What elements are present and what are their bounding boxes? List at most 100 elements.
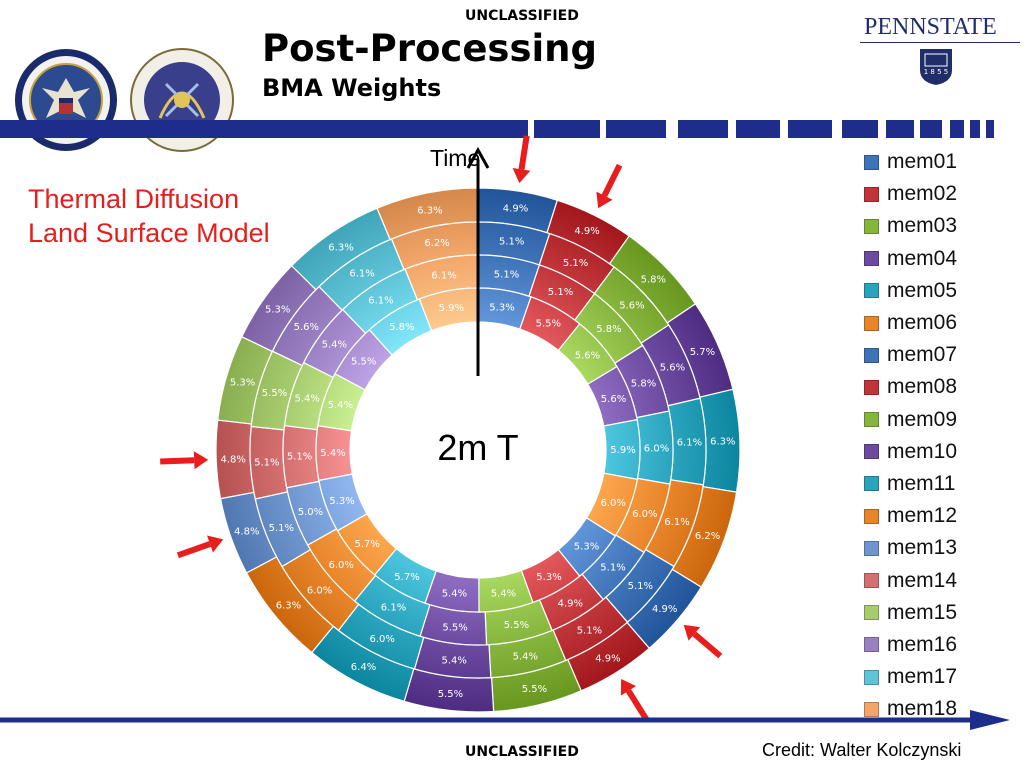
legend-label-mem15: mem15 — [887, 601, 957, 625]
ring1-label-mem06: 6.2% — [695, 531, 720, 542]
ring3-label-mem08: 4.9% — [558, 598, 583, 609]
legend-swatch-mem16 — [864, 637, 879, 652]
ring3-label-mem10: 5.5% — [442, 623, 467, 634]
ring1-label-mem04: 5.7% — [690, 347, 715, 358]
legend-item-mem06: mem06 — [864, 307, 957, 339]
highlight-arrow-mem13 — [178, 544, 210, 555]
ring3-label-mem16: 5.4% — [322, 340, 347, 351]
ring4-label-mem18: 5.9% — [439, 303, 464, 314]
ring1-label-mem18: 6.3% — [417, 205, 442, 216]
ring4-label-mem06: 6.0% — [600, 498, 625, 509]
ring1-label-mem17: 6.3% — [328, 242, 353, 253]
ring2-label-mem18: 6.2% — [424, 238, 449, 249]
ring3-label-mem06: 6.0% — [632, 509, 657, 520]
ring1-label-mem11: 6.4% — [351, 662, 376, 673]
ring1-label-mem15: 5.3% — [230, 378, 255, 389]
ring4-label-mem10: 5.4% — [442, 589, 467, 600]
legend-item-mem07: mem07 — [864, 339, 957, 371]
legend-label-mem09: mem09 — [887, 408, 957, 432]
legend-item-mem02: mem02 — [864, 178, 957, 210]
ring3-label-mem12: 6.0% — [328, 560, 353, 571]
ring4-label-mem02: 5.5% — [536, 319, 561, 330]
highlight-arrowhead-mem14 — [194, 451, 208, 469]
time-axis-label: Time — [430, 145, 480, 171]
ring2-label-mem01: 5.1% — [499, 237, 524, 248]
legend-swatch-mem15 — [864, 605, 879, 620]
legend-swatch-mem03 — [864, 219, 879, 234]
legend-item-mem14: mem14 — [864, 564, 957, 596]
ring1-label-mem16: 5.3% — [265, 304, 290, 315]
ring1-label-mem09: 5.5% — [522, 684, 547, 695]
legend-label-mem07: mem07 — [887, 343, 957, 367]
ring4-label-mem16: 5.5% — [351, 356, 376, 367]
ring1-label-mem02: 4.9% — [574, 226, 599, 237]
ring2-label-mem04: 5.6% — [660, 362, 685, 373]
legend-label-mem14: mem14 — [887, 569, 957, 593]
ring2-label-mem05: 6.1% — [677, 438, 702, 449]
legend-label-mem11: mem11 — [887, 472, 955, 496]
legend-label-mem02: mem02 — [887, 182, 957, 206]
legend-swatch-mem12 — [864, 509, 879, 524]
ring3-label-mem03: 5.8% — [596, 324, 621, 335]
ring2-label-mem03: 5.6% — [619, 301, 644, 312]
legend-item-mem11: mem11 — [864, 468, 957, 500]
highlight-arrow-mem07 — [694, 634, 720, 656]
ring3-label-mem07: 5.1% — [600, 562, 625, 573]
legend-item-mem05: mem05 — [864, 275, 957, 307]
ring2-label-mem12: 6.0% — [307, 586, 332, 597]
ring4-label-mem04: 5.6% — [601, 394, 626, 405]
ring2-label-mem11: 6.0% — [369, 634, 394, 645]
ring2-label-mem02: 5.1% — [563, 258, 588, 269]
ring4-label-mem15: 5.4% — [328, 400, 353, 411]
ring3-label-mem05: 6.0% — [644, 443, 669, 454]
ring1-label-mem03: 5.8% — [641, 274, 666, 285]
ring2-label-mem08: 5.1% — [577, 625, 602, 636]
legend-swatch-mem09 — [864, 412, 879, 427]
ring4-label-mem12: 5.7% — [354, 539, 379, 550]
ring4-label-mem08: 5.3% — [536, 572, 561, 583]
ring1-label-mem05: 6.3% — [710, 437, 735, 448]
legend-label-mem05: mem05 — [887, 279, 957, 303]
legend-label-mem17: mem17 — [887, 665, 957, 689]
ring2-label-mem07: 5.1% — [628, 581, 653, 592]
legend-swatch-mem13 — [864, 541, 879, 556]
ring2-label-mem14: 5.1% — [254, 457, 279, 468]
legend-swatch-mem08 — [864, 380, 879, 395]
ring2-label-mem17: 6.1% — [349, 269, 374, 280]
legend-swatch-mem04 — [864, 251, 879, 266]
legend-item-mem12: mem12 — [864, 500, 957, 532]
legend-item-mem15: mem15 — [864, 597, 957, 629]
credit-text: Credit: Walter Kolczynski — [762, 740, 961, 761]
legend-swatch-mem07 — [864, 348, 879, 363]
legend-label-mem01: mem01 — [887, 150, 957, 174]
legend-label-mem04: mem04 — [887, 247, 957, 271]
center-label: 2m T — [437, 427, 518, 468]
legend-swatch-mem02 — [864, 187, 879, 202]
ring1-label-mem08: 4.9% — [595, 653, 620, 664]
legend-item-mem08: mem08 — [864, 371, 957, 403]
ring1-label-mem13: 4.8% — [234, 527, 259, 538]
legend-item-mem03: mem03 — [864, 210, 957, 242]
legend-label-mem16: mem16 — [887, 633, 957, 657]
ring4-label-mem11: 5.7% — [394, 572, 419, 583]
ring4-label-mem13: 5.3% — [329, 496, 354, 507]
legend-swatch-mem14 — [864, 573, 879, 588]
ring1-label-mem01: 4.9% — [503, 203, 528, 214]
legend-label-mem06: mem06 — [887, 311, 957, 335]
ring1-label-mem07: 4.9% — [652, 604, 677, 615]
ring3-label-mem01: 5.1% — [494, 269, 519, 280]
ring2-label-mem10: 5.4% — [441, 656, 466, 667]
legend-label-mem03: mem03 — [887, 214, 957, 238]
ring4-label-mem09: 5.4% — [491, 588, 516, 599]
ring3-label-mem14: 5.1% — [287, 452, 312, 463]
footer-rule — [0, 708, 1024, 732]
ring3-label-mem11: 6.1% — [381, 603, 406, 614]
legend-label-mem13: mem13 — [887, 536, 957, 560]
ring4-label-mem07: 5.3% — [574, 542, 599, 553]
highlight-arrow-mem01 — [522, 136, 527, 170]
classification-bottom: UNCLASSIFIED — [465, 744, 579, 760]
ring3-label-mem13: 5.0% — [298, 507, 323, 518]
legend-item-mem17: mem17 — [864, 661, 957, 693]
ring3-label-mem09: 5.5% — [504, 620, 529, 631]
legend-label-mem12: mem12 — [887, 504, 957, 528]
